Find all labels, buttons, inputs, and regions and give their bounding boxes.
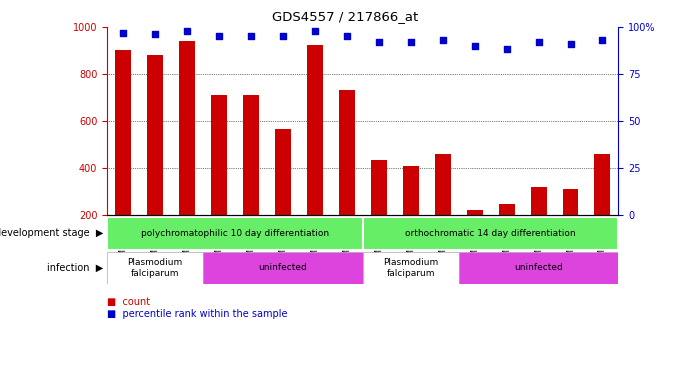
Bar [107, 252, 203, 284]
Point [501, 46, 512, 53]
Bar [243, 95, 259, 215]
Point [182, 28, 193, 34]
Bar [466, 210, 482, 215]
Text: Plasmodium
falciparum: Plasmodium falciparum [383, 258, 438, 278]
Bar [435, 154, 451, 215]
Point [310, 28, 321, 34]
Bar [363, 217, 618, 250]
Text: uninfected: uninfected [514, 263, 563, 272]
Bar [499, 204, 515, 215]
Bar [275, 129, 291, 215]
Point [565, 41, 576, 47]
Bar [403, 166, 419, 215]
Point [149, 31, 160, 38]
Bar [531, 187, 547, 215]
Point [214, 33, 225, 40]
Bar [339, 90, 354, 215]
Point [341, 33, 352, 40]
Text: GDS4557 / 217866_at: GDS4557 / 217866_at [272, 10, 419, 23]
Bar [147, 55, 163, 215]
Text: orthochromatic 14 day differentiation: orthochromatic 14 day differentiation [406, 229, 576, 238]
Text: development stage  ▶: development stage ▶ [0, 228, 104, 238]
Point [437, 37, 448, 43]
Bar [371, 160, 387, 215]
Bar [179, 41, 195, 215]
Point [245, 33, 256, 40]
Bar [459, 252, 618, 284]
Bar [107, 217, 363, 250]
Text: polychromatophilic 10 day differentiation: polychromatophilic 10 day differentiatio… [141, 229, 329, 238]
Point [405, 39, 416, 45]
Text: infection  ▶: infection ▶ [48, 263, 104, 273]
Bar [363, 252, 459, 284]
Bar [203, 252, 363, 284]
Bar [307, 45, 323, 215]
Text: ■  percentile rank within the sample: ■ percentile rank within the sample [107, 309, 287, 319]
Point [373, 39, 384, 45]
Point [117, 30, 129, 36]
Text: ■  count: ■ count [107, 297, 150, 307]
Text: Plasmodium
falciparum: Plasmodium falciparum [127, 258, 182, 278]
Bar [562, 189, 578, 215]
Point [277, 33, 288, 40]
Bar [115, 50, 131, 215]
Point [533, 39, 544, 45]
Bar [211, 95, 227, 215]
Bar [594, 154, 610, 215]
Point [597, 37, 608, 43]
Point [469, 43, 480, 49]
Text: uninfected: uninfected [258, 263, 307, 272]
